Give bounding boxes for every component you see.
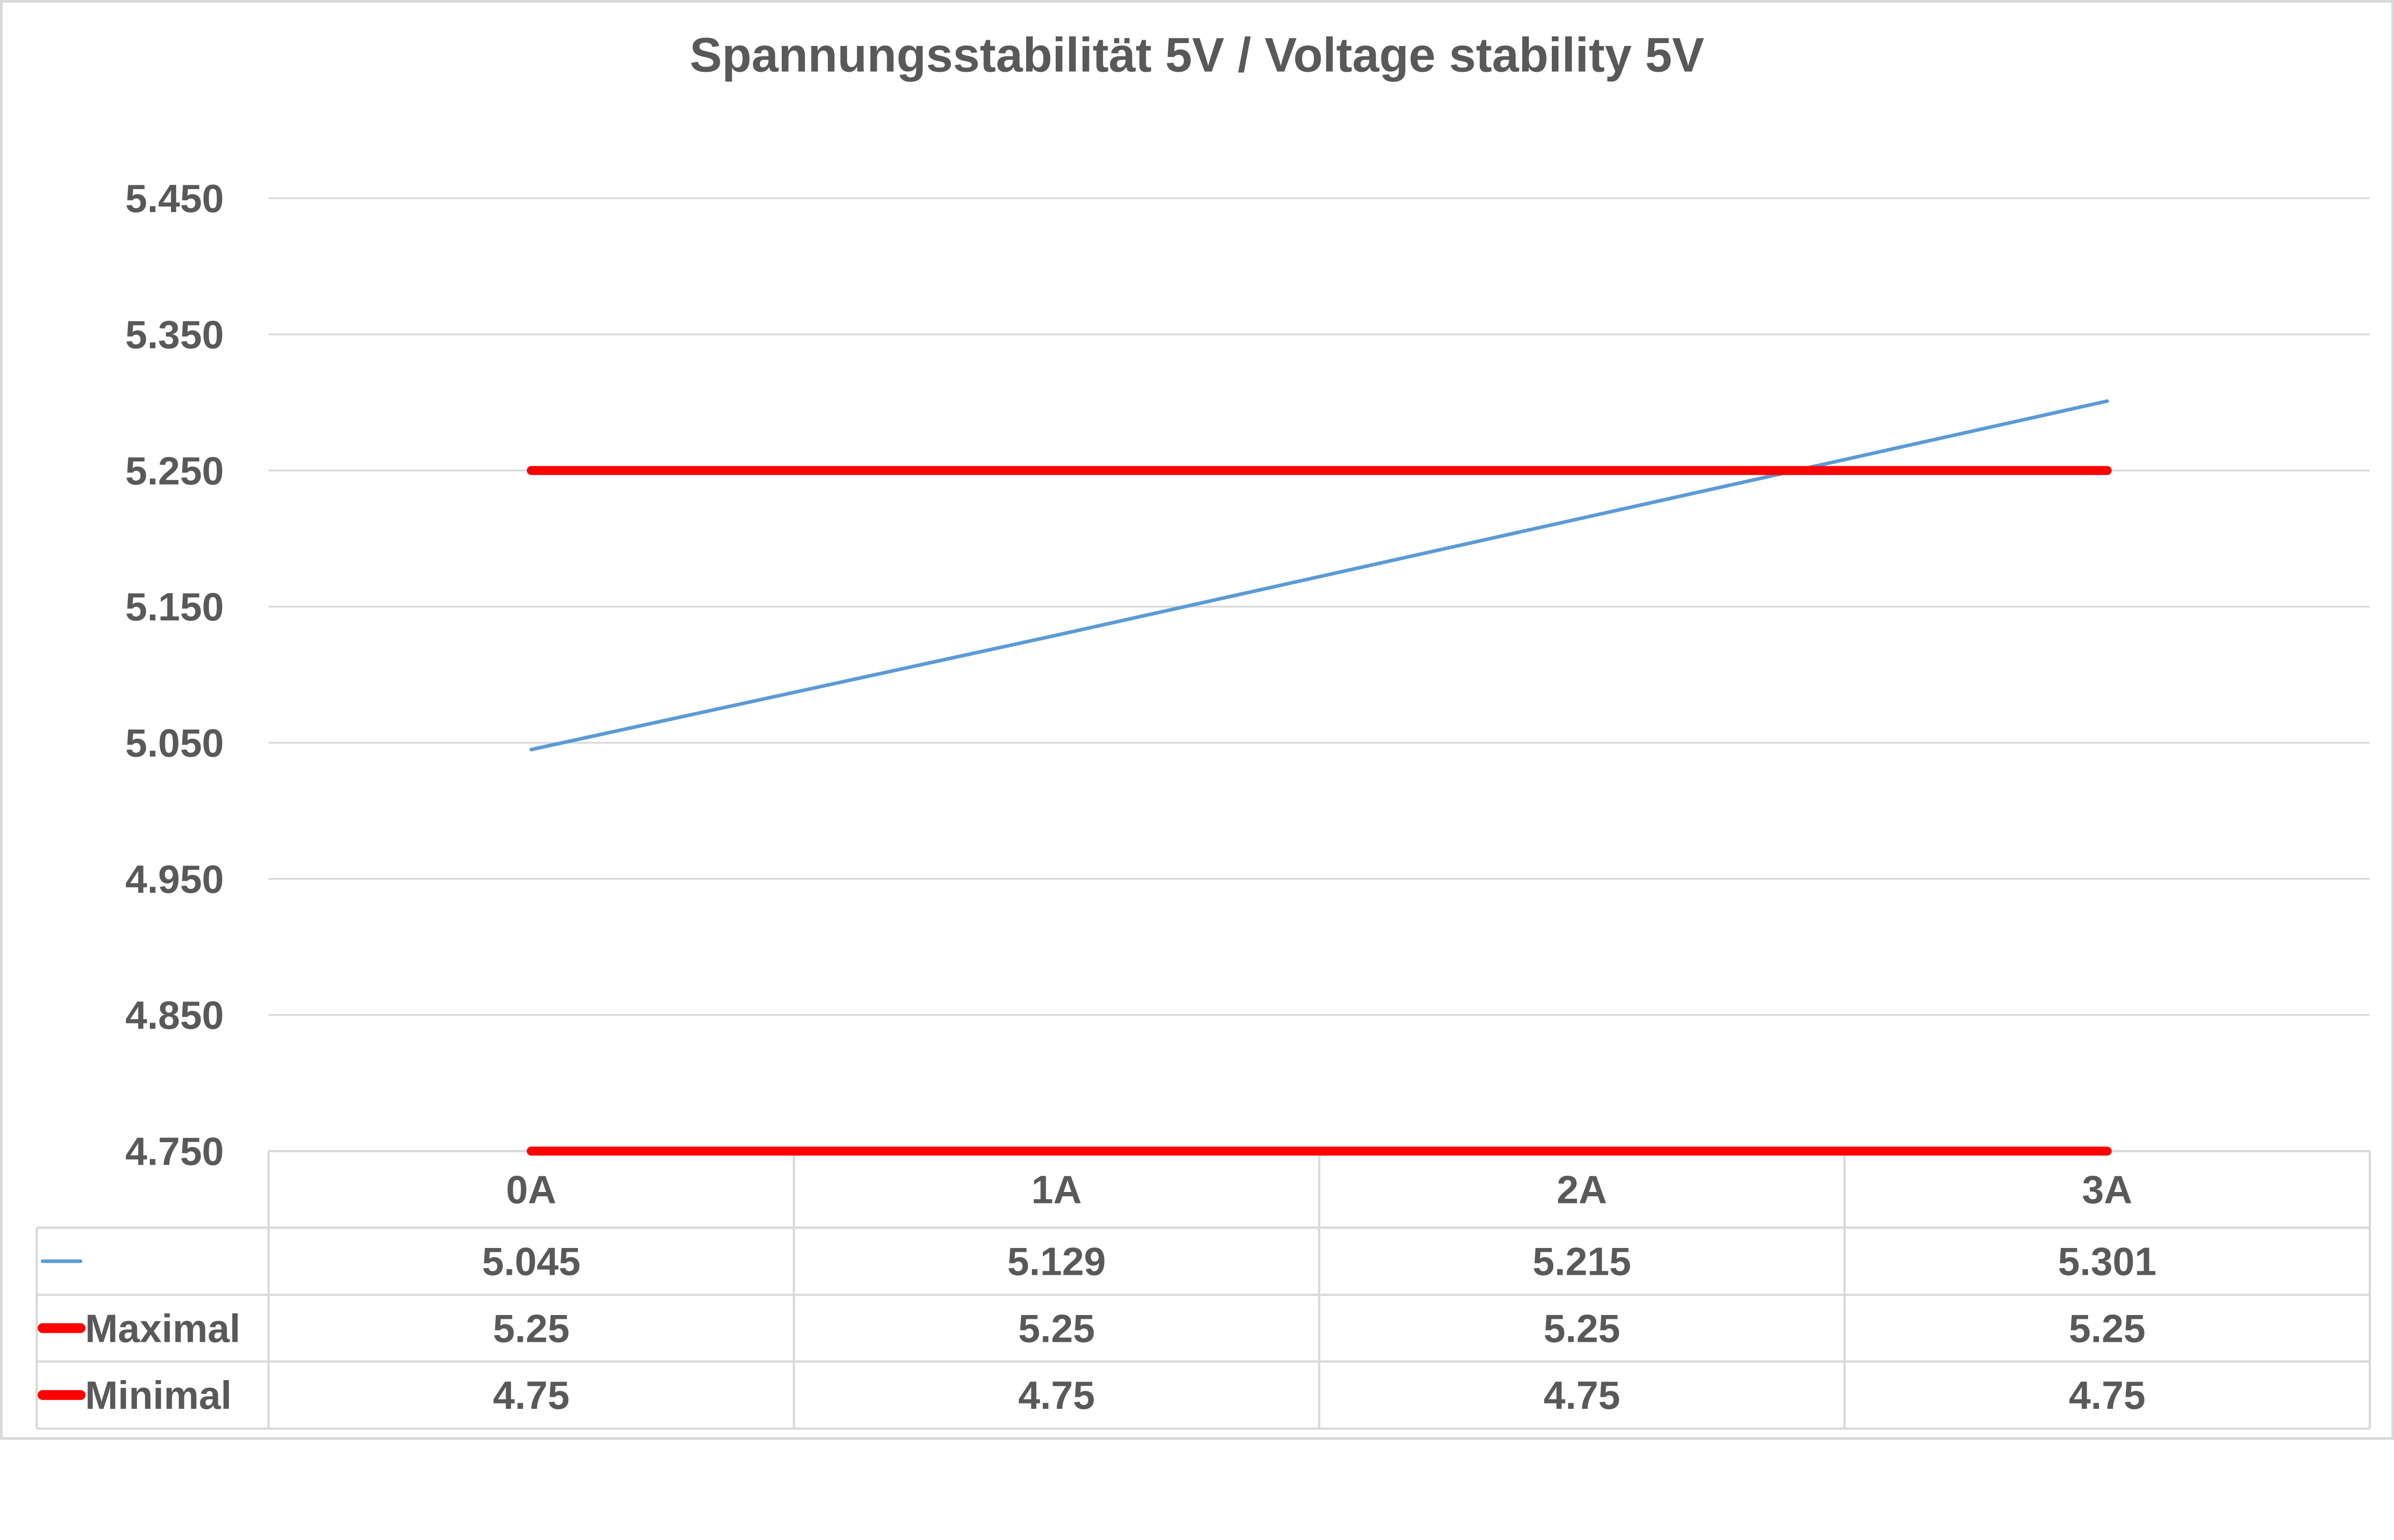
legend-label: Minimal <box>85 1374 232 1417</box>
data-label: 5.045 <box>482 1240 581 1284</box>
y-tick-label: 5.350 <box>125 314 224 357</box>
data-label: 4.75 <box>1018 1374 1095 1417</box>
data-table: 0A 1A 2A 3A 5.045 5.129 5.215 5.301 Maximal 5.25 5… <box>35 1150 2371 1430</box>
data-label: 5.25 <box>2069 1307 2146 1350</box>
series-lines <box>527 399 2112 1156</box>
y-axis: 5.450 5.350 5.250 5.150 5.050 4.950 4.850 4.750 <box>125 177 224 1173</box>
legend-label: Maximal <box>85 1307 241 1350</box>
data-label: 5.25 <box>1018 1307 1095 1350</box>
data-label: 5.301 <box>2058 1240 2157 1284</box>
data-label: 4.75 <box>2069 1374 2146 1417</box>
x-category-label: 1A <box>1031 1169 1082 1212</box>
series-line-measured <box>529 399 2109 752</box>
y-tick-label: 4.950 <box>125 858 224 901</box>
x-category-label: 2A <box>1557 1169 1607 1212</box>
chart-border <box>0 0 2394 1440</box>
data-label: 5.25 <box>493 1307 569 1350</box>
x-category-label: 3A <box>2082 1169 2132 1212</box>
data-label: 5.215 <box>1533 1240 1631 1284</box>
line-chart: Spannungsstabilität 5V / Voltage stabili… <box>0 0 2394 1440</box>
data-label: 4.75 <box>493 1374 569 1417</box>
x-category-label: 0A <box>506 1169 556 1212</box>
y-tick-label: 5.450 <box>125 177 224 221</box>
data-label: 5.25 <box>1544 1307 1620 1350</box>
data-label: 5.129 <box>1007 1240 1106 1284</box>
y-tick-label: 5.150 <box>125 585 224 629</box>
y-tick-label: 4.750 <box>125 1130 224 1174</box>
y-tick-label: 5.050 <box>125 722 224 765</box>
chart-title: Spannungsstabilität 5V / Voltage stabili… <box>690 29 1705 82</box>
y-tick-label: 5.250 <box>125 450 224 493</box>
data-label: 4.75 <box>1544 1374 1620 1417</box>
y-tick-label: 4.850 <box>125 994 224 1037</box>
